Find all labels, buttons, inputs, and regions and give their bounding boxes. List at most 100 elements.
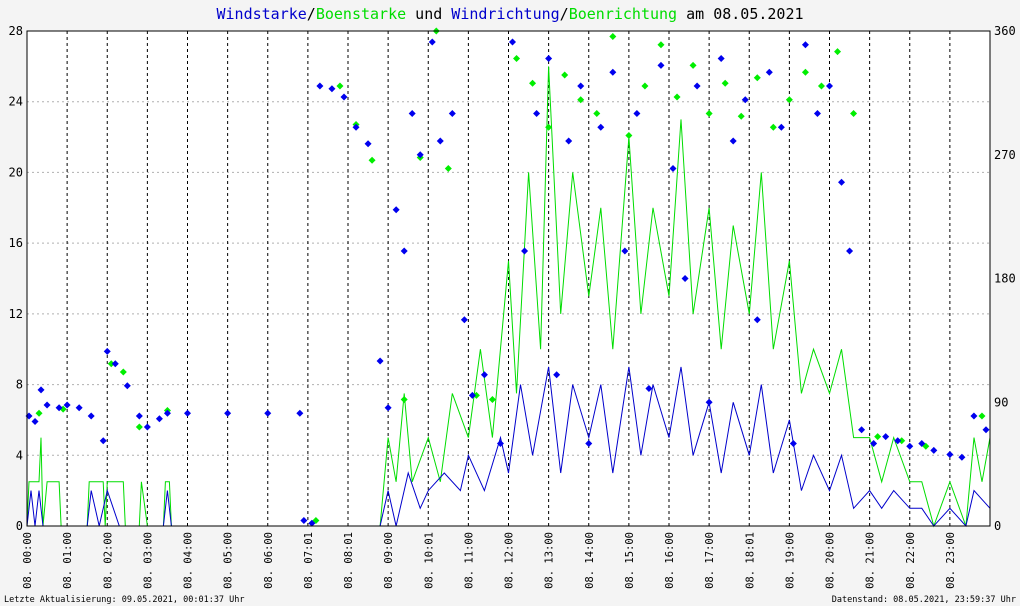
right-axis-ticks: 0 90 180 270 360: [994, 24, 1016, 533]
wind_direction-point-76: [930, 446, 938, 454]
gust_direction-point-31: [753, 74, 761, 82]
wind_direction-point-27: [376, 357, 384, 365]
time-tick-label-1: 08. 01:00: [62, 532, 74, 589]
gust_direction-point-27: [689, 61, 697, 69]
time-tick-label-22: 08. 22:00: [905, 532, 917, 589]
wind_direction-point-47: [585, 440, 593, 447]
wind_direction-point-55: [681, 275, 689, 282]
time-tick-label-23: 08. 23:00: [945, 532, 957, 589]
gust_direction-point-3: [119, 368, 127, 376]
footer-data-status: Datenstand: 08.05.2021, 23:59:37 Uhr: [832, 595, 1016, 605]
right-tick-label-1: 90: [994, 395, 1008, 409]
wind_direction-point-31: [408, 110, 416, 117]
wind_direction-point-63: [777, 123, 785, 131]
wind_direction-point-37: [468, 391, 476, 399]
plot-border: [26, 30, 991, 527]
wind_direction-point-14: [155, 415, 163, 423]
wind_direction-point-64: [789, 440, 797, 447]
wind_direction-point-69: [846, 247, 854, 255]
gust_direction-point-35: [817, 82, 825, 90]
left-tick-label-0: 0: [16, 519, 23, 533]
wind_direction-point-48: [597, 123, 605, 131]
wind_direction-point-11: [123, 382, 131, 390]
gust_direction-point-7: [336, 82, 344, 90]
footer-last-update: Letzte Aktualisierung: 09.05.2021, 00:01…: [4, 595, 245, 605]
series-wind_direction: [25, 38, 990, 527]
wind_direction-point-3: [43, 401, 51, 409]
wind_direction-point-56: [693, 82, 701, 90]
gust_direction-point-15: [488, 396, 496, 403]
series-gust_direction: [35, 27, 986, 524]
wind_direction-point-54: [669, 165, 677, 172]
gust_direction-point-22: [609, 33, 617, 40]
wind_direction-point-13: [143, 423, 151, 431]
wind_direction-point-26: [364, 140, 372, 148]
wind_direction-point-51: [633, 110, 641, 117]
title-part-6: Boenrichtung: [569, 5, 677, 23]
time-tick-label-17: 08. 17:00: [704, 532, 716, 589]
wind_direction-point-77: [946, 451, 954, 458]
right-tick-label-2: 180: [994, 272, 1016, 286]
wind_direction-point-34: [436, 137, 444, 145]
wind_direction-point-20: [300, 517, 308, 524]
time-tick-label-5: 08. 05:00: [223, 532, 235, 589]
wind_direction-point-74: [906, 442, 914, 450]
wind_direction-point-25: [352, 123, 360, 131]
time-tick-label-3: 08. 03:00: [142, 532, 154, 589]
wind_direction-point-22: [316, 82, 324, 90]
gust_direction-point-21: [593, 110, 601, 117]
wind_direction-point-50: [621, 247, 629, 255]
time-tick-label-14: 08. 14:00: [584, 532, 596, 589]
right-tick-label-3: 270: [994, 148, 1016, 162]
gust_direction-point-41: [978, 412, 986, 420]
wind_direction-point-32: [416, 151, 424, 159]
gust_direction-point-20: [577, 96, 585, 104]
gust_direction-point-0: [35, 409, 43, 417]
left-tick-label-1: 4: [16, 448, 23, 462]
wind_direction-point-4: [55, 404, 63, 412]
wind_direction-point-75: [918, 440, 926, 447]
wind_direction-point-43: [545, 55, 553, 62]
wind_direction-point-19: [296, 409, 304, 417]
wind_direction-point-21: [308, 519, 316, 527]
gust_direction-point-26: [673, 93, 681, 101]
time-tick-label-6: 08. 06:00: [263, 532, 275, 589]
wind_direction-point-45: [565, 137, 573, 145]
wind_direction-point-59: [729, 137, 737, 145]
wind_direction-point-78: [958, 453, 966, 461]
wind_direction-point-6: [75, 404, 83, 412]
wind_direction-point-28: [384, 404, 392, 412]
gust_direction-point-39: [898, 437, 906, 445]
gust_direction-point-24: [641, 82, 649, 90]
wind_direction-point-41: [521, 247, 529, 255]
gust_direction-point-38: [874, 433, 882, 441]
title-part-1: /: [307, 5, 316, 23]
wind_direction-point-7: [87, 412, 95, 420]
gust_direction-point-18: [545, 123, 553, 131]
time-tick-label-12: 08. 12:00: [504, 532, 516, 589]
wind_direction-point-61: [753, 316, 761, 324]
title-part-3: und: [406, 5, 451, 23]
left-tick-label-5: 20: [9, 165, 23, 179]
wind_direction-point-60: [741, 96, 749, 104]
time-tick-label-2: 08. 02:00: [102, 532, 114, 589]
left-tick-label-7: 28: [9, 24, 23, 38]
wind_direction-point-53: [657, 61, 665, 69]
left-tick-label-4: 16: [9, 236, 23, 250]
gust_direction-point-36: [834, 48, 842, 56]
wind_direction-point-39: [496, 440, 504, 447]
wind_direction-point-8: [99, 437, 107, 445]
time-tick-label-9: 08. 09:00: [383, 532, 395, 589]
title-part-0: Windstarke: [216, 5, 306, 23]
gust_direction-point-14: [472, 391, 480, 399]
series-gust_speed: [26, 66, 991, 528]
gust_direction-point-23: [625, 132, 633, 139]
wind_direction-point-40: [509, 38, 517, 46]
wind_direction-point-38: [480, 371, 488, 379]
gust_direction-point-30: [737, 112, 745, 120]
right-tick-label-0: 0: [994, 519, 1001, 533]
left-tick-label-6: 24: [9, 95, 23, 109]
time-tick-label-19: 08. 19:00: [784, 532, 796, 589]
title-part-5: /: [560, 5, 569, 23]
